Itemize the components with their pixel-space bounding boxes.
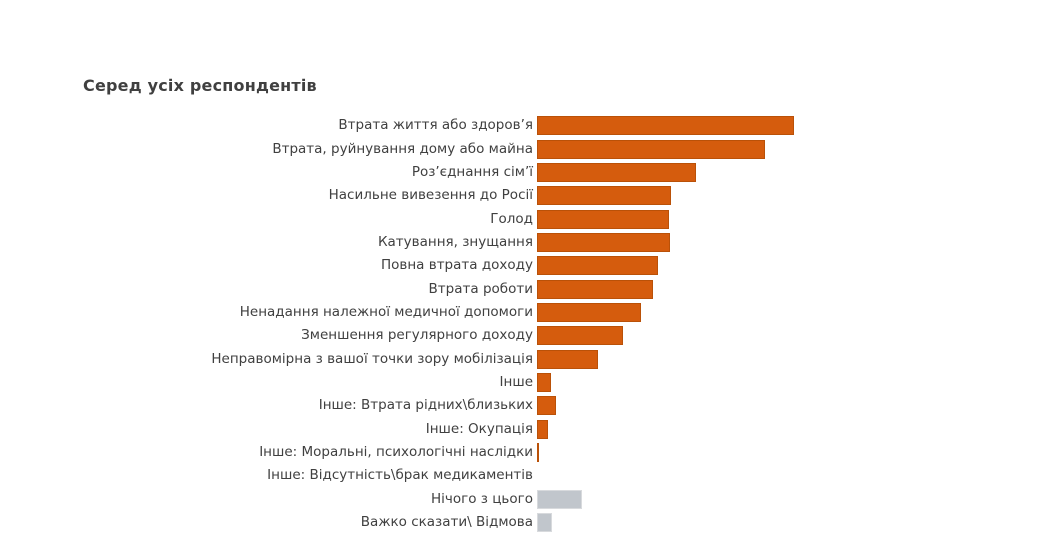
bar: [537, 372, 551, 392]
bar: [537, 186, 671, 206]
category-label: Інше: Відсутність\брак медикаментів: [267, 467, 533, 484]
category-label: Катування, знущання: [377, 233, 533, 250]
category-label: Зменшення регулярного доходу: [301, 327, 533, 344]
bar: [537, 279, 653, 299]
bar: [537, 442, 539, 462]
bar: [537, 396, 556, 416]
chart-row: Катування, знущання: [0, 231, 1039, 254]
category-label: Втрата, руйнування дому або майна: [272, 140, 533, 157]
bar: [537, 349, 598, 369]
chart-title: Серед усіх респондентів: [83, 76, 317, 95]
bar: [537, 139, 765, 159]
chart-row: Втрата життя або здоров’я: [0, 114, 1039, 137]
category-label: Неправомірна з вашої точки зору мобіліза…: [211, 350, 533, 367]
category-label: Повна втрата доходу: [380, 257, 533, 274]
chart-row: Повна втрата доходу: [0, 254, 1039, 277]
bar: [537, 232, 670, 252]
bar: [537, 209, 669, 229]
chart-row: Насильне вивезення до Росії: [0, 184, 1039, 207]
category-label: Нічого з цього: [430, 490, 533, 507]
chart-row: Роз’єднання сім’ї: [0, 161, 1039, 184]
category-label: Насильне вивезення до Росії: [328, 187, 533, 204]
bar: [537, 326, 623, 346]
chart-row: Інше: Моральні, психологічні наслідки: [0, 441, 1039, 464]
category-label: Важко сказати\ Відмова: [360, 514, 533, 531]
category-label: Втрата життя або здоров’я: [338, 117, 533, 134]
bar: [537, 513, 552, 533]
chart-row: Втрата роботи: [0, 277, 1039, 300]
category-label: Інше: Моральні, психологічні наслідки: [259, 444, 533, 461]
category-label: Інше: [499, 374, 533, 391]
chart-row: Втрата, руйнування дому або майна: [0, 137, 1039, 160]
category-label: Інше: Втрата рідних\близьких: [318, 397, 533, 414]
category-label: Інше: Окупація: [425, 420, 533, 437]
bar: [537, 116, 794, 136]
bar-chart: Втрата життя або здоров’я Втрата, руйнув…: [0, 114, 1039, 534]
chart-row: Ненадання належної медичної допомоги: [0, 301, 1039, 324]
chart-row: Важко сказати\ Відмова: [0, 511, 1039, 534]
chart-row: Неправомірна з вашої точки зору мобіліза…: [0, 347, 1039, 370]
category-label: Роз’єднання сім’ї: [411, 163, 533, 180]
category-label: Втрата роботи: [428, 280, 533, 297]
bar: [537, 162, 696, 182]
category-label: Голод: [490, 210, 533, 227]
chart-row: Нічого з цього: [0, 488, 1039, 511]
chart-row: Інше: [0, 371, 1039, 394]
bar: [537, 302, 641, 322]
bar: [537, 256, 658, 276]
chart-row: Інше: Окупація: [0, 417, 1039, 440]
bar: [537, 419, 548, 439]
chart-row: Голод: [0, 207, 1039, 230]
category-label: Ненадання належної медичної допомоги: [239, 304, 533, 320]
chart-row: Інше: Втрата рідних\близьких: [0, 394, 1039, 417]
chart-row: Зменшення регулярного доходу: [0, 324, 1039, 347]
bar: [537, 489, 582, 509]
chart-row: Інше: Відсутність\брак медикаментів: [0, 464, 1039, 487]
